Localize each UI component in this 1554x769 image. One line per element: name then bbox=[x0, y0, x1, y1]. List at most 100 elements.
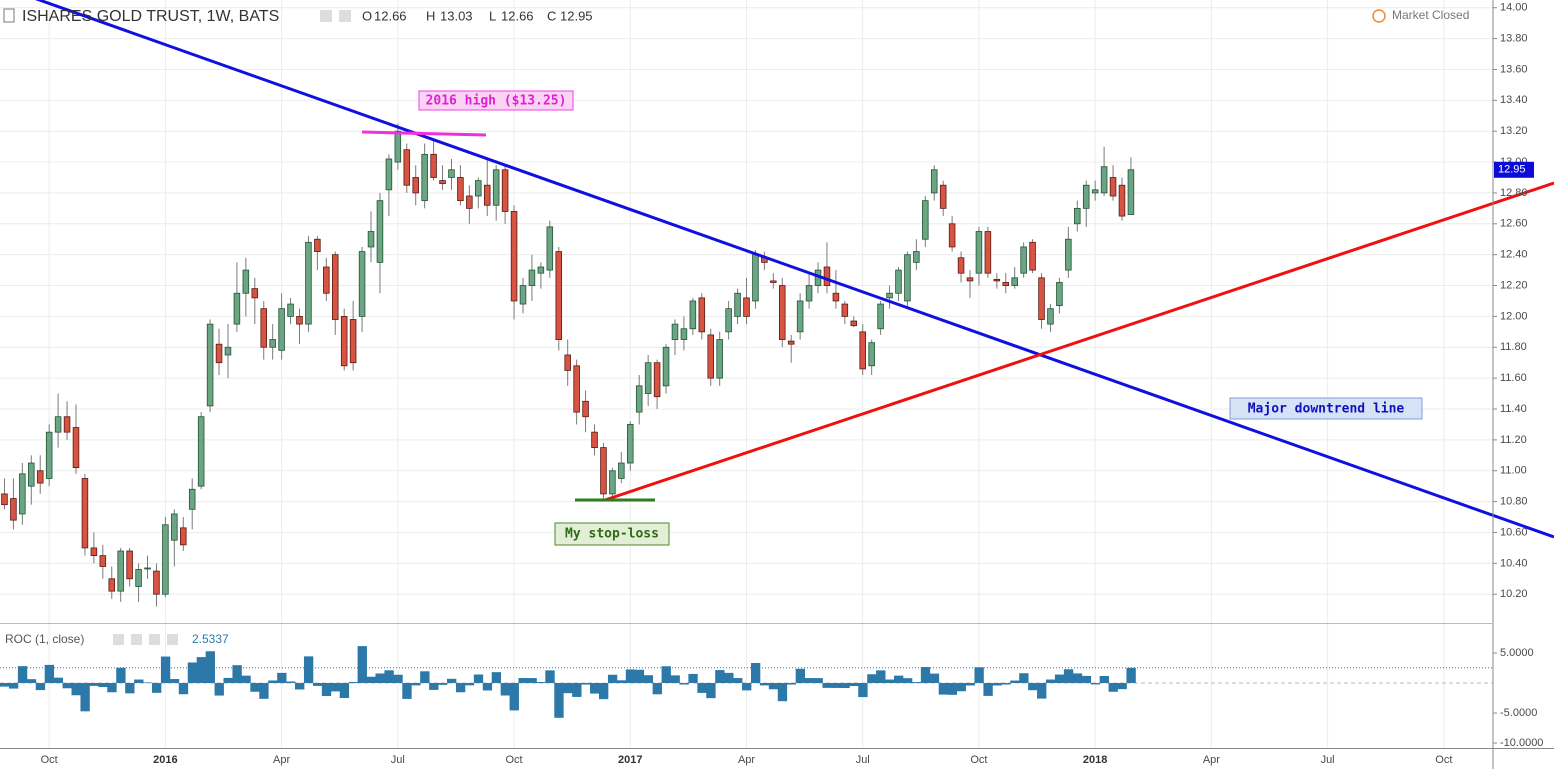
x-tick-label: Oct bbox=[505, 754, 522, 766]
indicator-icon[interactable] bbox=[149, 634, 160, 645]
candle-body bbox=[734, 292, 741, 317]
candle-body bbox=[63, 416, 71, 433]
candle-body bbox=[233, 292, 241, 325]
roc-bar bbox=[80, 683, 90, 712]
roc-bar bbox=[1117, 683, 1127, 690]
roc-bar bbox=[733, 678, 743, 684]
roc-bar bbox=[348, 681, 359, 684]
roc-bar bbox=[822, 683, 832, 688]
annotation: 2016 high ($13.25) bbox=[426, 94, 567, 109]
roc-bar bbox=[26, 679, 37, 684]
roc-bar bbox=[339, 683, 350, 699]
candle-body bbox=[600, 447, 607, 495]
header: ISHARES GOLD TRUST, 1W, BATS O 12.66 H 1… bbox=[3, 8, 1469, 25]
roc-bar bbox=[902, 678, 913, 684]
roc-bar bbox=[911, 682, 922, 684]
candle-body bbox=[162, 524, 169, 595]
y-tick-label: 12.80 bbox=[1500, 187, 1528, 199]
candle-body bbox=[251, 288, 259, 299]
candle-body bbox=[394, 130, 402, 163]
y-tick-label: 13.60 bbox=[1500, 63, 1528, 75]
candle-body bbox=[492, 169, 500, 206]
settings-icon[interactable] bbox=[320, 10, 332, 22]
candle-body bbox=[1127, 169, 1135, 215]
roc-bar bbox=[491, 672, 502, 684]
indicator-title: ROC (1, close) bbox=[5, 632, 84, 646]
roc-bar bbox=[858, 683, 868, 698]
roc-bar bbox=[795, 668, 806, 684]
ohlc-value: 12.95 bbox=[560, 8, 593, 23]
indicator-icon[interactable] bbox=[131, 634, 142, 645]
candle-body bbox=[1002, 282, 1010, 286]
roc-bar bbox=[509, 683, 519, 711]
candle-body bbox=[868, 342, 875, 367]
y-tick-label: -5.0000 bbox=[1500, 707, 1537, 719]
candle-body bbox=[126, 550, 133, 580]
roc-bar bbox=[1126, 667, 1136, 684]
candle-body bbox=[573, 365, 580, 413]
roc-bar bbox=[894, 675, 904, 684]
candle-body bbox=[224, 346, 232, 356]
indicator-icon[interactable] bbox=[113, 634, 124, 645]
roc-bar bbox=[321, 683, 332, 697]
candle-body bbox=[1109, 177, 1117, 197]
roc-bar bbox=[205, 651, 215, 684]
settings-icon[interactable] bbox=[339, 10, 351, 22]
candle-body bbox=[260, 308, 267, 348]
ohlc-label: L bbox=[489, 8, 496, 23]
candle-body bbox=[743, 297, 750, 317]
y-tick-label: 13.80 bbox=[1500, 32, 1528, 44]
candle-body bbox=[45, 431, 53, 479]
roc-bar bbox=[724, 672, 734, 684]
candle-body bbox=[367, 231, 375, 248]
candle-body bbox=[787, 340, 795, 345]
roc-bar bbox=[670, 675, 680, 684]
candle-body bbox=[90, 547, 98, 557]
candle-body bbox=[242, 269, 250, 294]
candle-body bbox=[591, 431, 598, 448]
candle-body bbox=[180, 527, 187, 546]
candle-body bbox=[466, 195, 473, 209]
ohlc-value: 12.66 bbox=[501, 8, 534, 23]
candle-body bbox=[188, 488, 196, 510]
roc-bar bbox=[634, 669, 645, 684]
roc-bar bbox=[920, 667, 931, 684]
annotation-box bbox=[554, 522, 670, 546]
roc-bar bbox=[500, 683, 510, 696]
roc-bar bbox=[312, 683, 323, 686]
roc-bar bbox=[187, 662, 198, 684]
menu-icon[interactable] bbox=[3, 8, 15, 23]
ohlc-label: H bbox=[426, 8, 435, 23]
roc-bar bbox=[706, 683, 716, 699]
roc-bar bbox=[840, 683, 850, 688]
candle-body bbox=[519, 285, 527, 305]
roc-bar bbox=[536, 682, 546, 684]
candle-body bbox=[528, 269, 536, 286]
roc-bar bbox=[1099, 675, 1109, 684]
candle-body bbox=[171, 513, 178, 541]
roc-bar bbox=[992, 683, 1002, 686]
candle-body bbox=[36, 470, 44, 484]
indicator-icon[interactable] bbox=[167, 634, 178, 645]
roc-bar bbox=[804, 678, 814, 684]
roc-bar bbox=[1001, 683, 1011, 685]
y-tick-label: 5.0000 bbox=[1500, 647, 1534, 659]
y-tick-label: 12.40 bbox=[1500, 249, 1528, 261]
roc-bar bbox=[956, 683, 966, 692]
candle-body bbox=[1100, 166, 1108, 194]
roc-bar bbox=[178, 683, 189, 695]
roc-bar bbox=[545, 670, 555, 684]
candle-body bbox=[54, 416, 62, 433]
candle-body bbox=[537, 266, 545, 274]
candle-body bbox=[403, 149, 411, 186]
roc-bar bbox=[330, 683, 341, 692]
roc-bar bbox=[1072, 673, 1083, 684]
candle-body bbox=[689, 300, 697, 330]
roc-bar bbox=[965, 683, 975, 686]
candle-body bbox=[653, 362, 661, 398]
y-tick-label: 14.00 bbox=[1500, 2, 1528, 14]
candle-body bbox=[269, 339, 276, 348]
roc-bar bbox=[375, 673, 385, 684]
roc-bar bbox=[625, 669, 636, 684]
